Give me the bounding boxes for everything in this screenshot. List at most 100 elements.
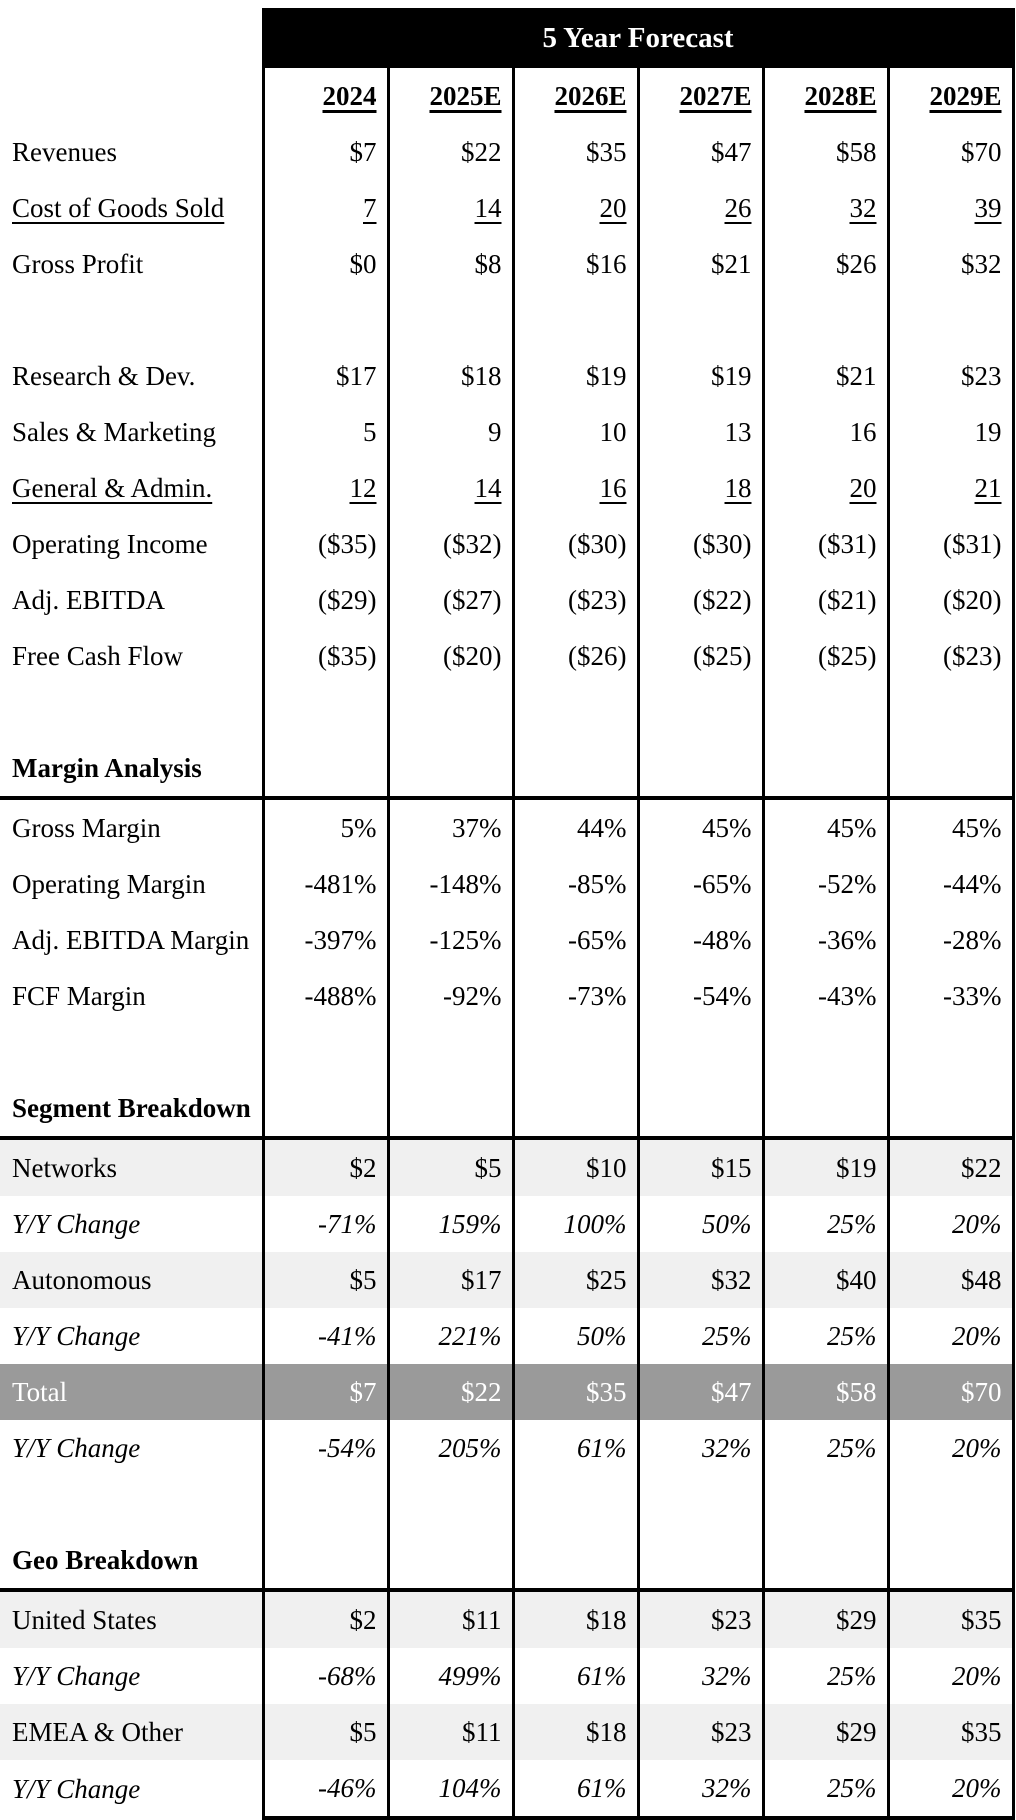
row-label: General & Admin. [12, 472, 213, 503]
cell-value: 44% [511, 798, 638, 856]
cell-value: $22 [386, 1364, 513, 1420]
cell-value: 5% [261, 798, 388, 856]
cell-value [886, 1080, 1015, 1140]
cell-value: ($22) [636, 572, 763, 628]
cell-value [386, 1024, 513, 1080]
blank-row [0, 1024, 1015, 1080]
row-label: Geo Breakdown [0, 1532, 263, 1592]
cell-value: -148% [386, 856, 513, 912]
cell-value: 32% [636, 1760, 763, 1820]
cell-value: $35 [886, 1704, 1015, 1760]
cell-value: -92% [386, 968, 513, 1024]
cell-value [261, 1080, 388, 1140]
blank-row [0, 292, 1015, 348]
table-row: Y/Y Change -71% 159% 100% 50% 25% 20% [0, 1196, 1015, 1252]
cell-value [386, 1080, 513, 1140]
cell-value: 20% [886, 1196, 1015, 1252]
cell-value: $32 [636, 1252, 763, 1308]
cell-value [261, 1024, 388, 1080]
table-row: General & Admin. 12 14 16 18 20 21 [0, 460, 1015, 516]
cell-value: $11 [386, 1704, 513, 1760]
cell-value: 20% [886, 1420, 1015, 1476]
cell-value [761, 292, 888, 348]
cell-value: 10 [511, 404, 638, 460]
cell-value: 7 [261, 180, 388, 236]
section-header-row: Segment Breakdown [0, 1080, 1015, 1140]
cell-value: 20% [886, 1760, 1015, 1820]
cell-value [511, 1080, 638, 1140]
cell-value: $15 [636, 1138, 763, 1196]
table-row: Y/Y Change -46% 104% 61% 32% 25% 20% [0, 1760, 1015, 1820]
cell-value: $11 [386, 1590, 513, 1648]
cell-value: 20 [511, 180, 638, 236]
cell-value: 25% [761, 1420, 888, 1476]
cell-value: -54% [636, 968, 763, 1024]
cell-value: $70 [886, 124, 1015, 180]
cell-value [636, 1024, 763, 1080]
cell-value: 45% [886, 798, 1015, 856]
cell-value: 13 [636, 404, 763, 460]
table-row: Adj. EBITDA ($29) ($27) ($23) ($22) ($21) ($20… [0, 572, 1015, 628]
cell-value [261, 1476, 388, 1532]
table-row: Y/Y Change -41% 221% 50% 25% 25% 20% [0, 1308, 1015, 1364]
cell-value: $35 [886, 1590, 1015, 1648]
forecast-table: 5 Year Forecast 2024 2025E 2026E 2027E 2… [0, 8, 1015, 1820]
table-row: Autonomous $5 $17 $25 $32 $40 $48 [0, 1252, 1015, 1308]
cell-value: $35 [511, 124, 638, 180]
row-label [0, 292, 263, 348]
cell-value: $23 [636, 1704, 763, 1760]
row-label: Y/Y Change [12, 1432, 141, 1463]
cell-value: $17 [386, 1252, 513, 1308]
cell-value [261, 684, 388, 740]
cell-value: -43% [761, 968, 888, 1024]
cell-value: -54% [261, 1420, 388, 1476]
cell-value: 37% [386, 798, 513, 856]
cell-value [886, 740, 1015, 800]
cell-value: $0 [261, 236, 388, 292]
cell-value [886, 1024, 1015, 1080]
cell-value: -41% [261, 1308, 388, 1364]
row-label: Sales & Marketing [12, 416, 216, 447]
cell-value: $2 [261, 1138, 388, 1196]
cell-value: 61% [511, 1420, 638, 1476]
cell-value [761, 1532, 888, 1592]
cell-value: -44% [886, 856, 1015, 912]
cell-value [886, 1476, 1015, 1532]
cell-value: ($25) [761, 628, 888, 684]
cell-value: -71% [261, 1196, 388, 1252]
cell-value: $7 [261, 124, 388, 180]
row-label: Margin Analysis [0, 740, 263, 800]
row-label: Adj. EBITDA Margin [12, 924, 250, 955]
cell-value: $19 [761, 1138, 888, 1196]
row-label [0, 1024, 263, 1080]
cell-value: 25% [761, 1760, 888, 1820]
cell-value: $29 [761, 1590, 888, 1648]
row-label: EMEA & Other [0, 1704, 263, 1760]
cell-value [761, 1476, 888, 1532]
cell-value: $29 [761, 1704, 888, 1760]
cell-value: $18 [386, 348, 513, 404]
row-label: Total [0, 1364, 263, 1420]
cell-value: ($26) [511, 628, 638, 684]
cell-value: $21 [761, 348, 888, 404]
cell-value: 205% [386, 1420, 513, 1476]
cell-value: -481% [261, 856, 388, 912]
row-label [0, 684, 263, 740]
column-header: 2024 [261, 66, 388, 124]
cell-value: 20% [886, 1648, 1015, 1704]
cell-value: ($29) [261, 572, 388, 628]
cell-value [511, 1476, 638, 1532]
cell-value: 32 [761, 180, 888, 236]
row-label: FCF Margin [12, 980, 146, 1011]
cell-value [386, 292, 513, 348]
cell-value [511, 1532, 638, 1592]
cell-value: -33% [886, 968, 1015, 1024]
table-row: Gross Margin 5% 37% 44% 45% 45% 45% [0, 798, 1015, 856]
forecast-table-body: 5 Year Forecast 2024 2025E 2026E 2027E 2… [0, 8, 1015, 1820]
cell-value [636, 684, 763, 740]
table-row: Free Cash Flow ($35) ($20) ($26) ($25) ($25)(… [0, 628, 1015, 684]
cell-value [511, 684, 638, 740]
cell-value: -36% [761, 912, 888, 968]
cell-value [886, 292, 1015, 348]
cell-value: $22 [886, 1138, 1015, 1196]
